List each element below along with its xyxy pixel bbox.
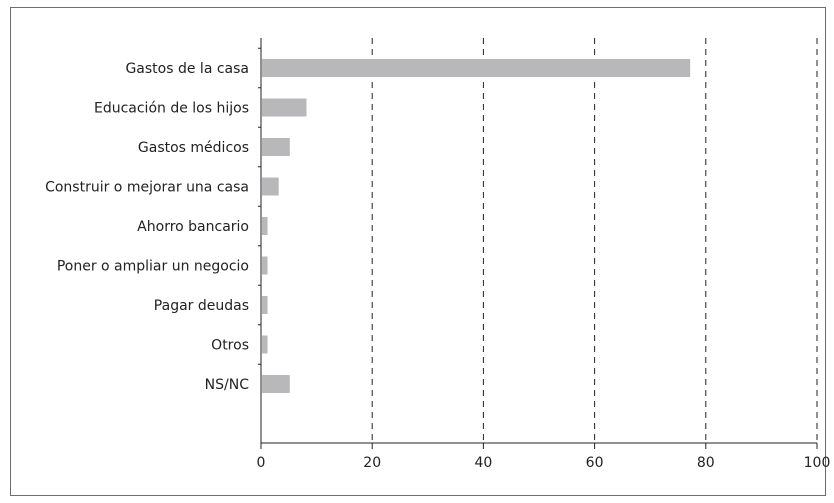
grid-layer [371,38,818,443]
category-label: Gastos de la casa [125,61,249,77]
category-label: Poner o ampliar un negocio [57,259,249,275]
category-label: Educación de los hijos [94,101,249,117]
x-tick-label: 0 [257,455,266,471]
chart-frame [10,7,826,496]
axis-layer [258,38,818,449]
bar [262,256,268,275]
x-tick-label: 20 [363,455,381,471]
x-tick-label: 60 [586,455,604,471]
bar [262,59,691,77]
bar [262,375,290,393]
bar [262,296,268,314]
category-label: Ahorro bancario [137,219,249,235]
x-tick-label: 100 [804,455,831,471]
bar [262,217,268,235]
category-label: NS/NC [205,377,250,393]
bar [262,335,268,354]
bar [262,138,290,156]
bar-layer [262,59,691,393]
bar [262,177,279,196]
category-label: Pagar deudas [154,298,249,314]
category-label: Gastos médicos [138,140,249,156]
category-label: Otros [211,338,249,354]
category-label: Construir o mejorar una casa [45,180,249,196]
x-tick-label: 40 [474,455,492,471]
x-tick-label: 80 [697,455,715,471]
bar [262,98,307,117]
label-layer: 0 20 40 60 80 100 Gastos de la casa Educación d… [45,61,830,471]
